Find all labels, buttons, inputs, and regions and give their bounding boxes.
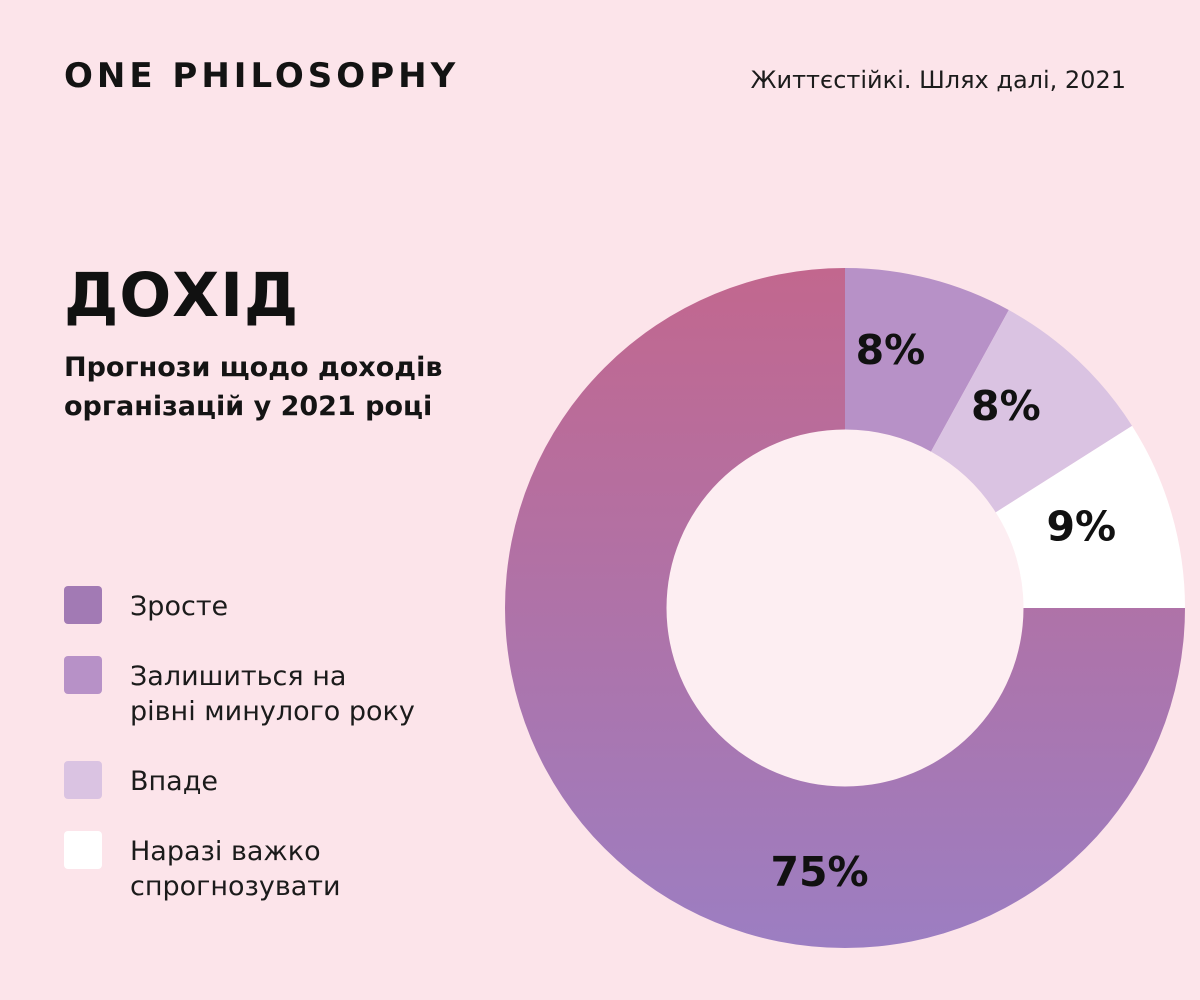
legend-swatch-unknown bbox=[64, 831, 102, 870]
donut-slice-2 bbox=[930, 310, 1133, 513]
donut-slice-4 bbox=[505, 268, 1185, 948]
legend-label-grow: Зросте bbox=[130, 591, 229, 622]
donut-chart: 8% 8% 9% 75% bbox=[500, 263, 1190, 953]
donut-chart-svg: 8% 8% 9% 75% bbox=[505, 268, 1185, 948]
source-caption: Життєстійкі. Шлях далі, 2021 bbox=[750, 66, 1126, 94]
legend-swatch-grow bbox=[64, 586, 102, 624]
legend-swatch-fall bbox=[64, 761, 102, 800]
slice-value-label-3: 9% bbox=[1046, 503, 1116, 551]
legend-item-fall: Впаде bbox=[64, 761, 420, 800]
chart-subtitle-line-2: організацій у 2021 році bbox=[64, 391, 433, 423]
legend-item-unknown: Наразі важко спрогнозувати bbox=[64, 831, 420, 904]
legend: Зросте Залишиться на рівні минулого року… bbox=[64, 586, 420, 905]
donut-slice-1 bbox=[845, 268, 1009, 452]
slice-value-label-2: 8% bbox=[971, 382, 1041, 430]
slice-value-label-4: 75% bbox=[771, 848, 869, 896]
donut-hole bbox=[666, 429, 1024, 787]
chart-subtitle-line-1: Прогнози щодо доходів bbox=[64, 352, 443, 383]
donut-slice-3 bbox=[995, 425, 1185, 608]
legend-swatch-same bbox=[64, 656, 102, 695]
legend-item-same: Залишиться на рівні минулого року bbox=[64, 656, 420, 729]
legend-label-fall: Впаде bbox=[130, 766, 219, 798]
brand-logo: ONE PHILOSOPHY bbox=[64, 56, 460, 96]
chart-subtitle: Прогнози щодо доходів організацій у 2021… bbox=[64, 348, 442, 426]
slice-value-label-1: 8% bbox=[856, 326, 926, 374]
page-title: ДОХІД bbox=[64, 260, 300, 331]
legend-label-unknown: Наразі важко спрогнозувати bbox=[130, 836, 341, 903]
legend-label-same: Залишиться на рівні минулого року bbox=[130, 661, 415, 728]
legend-item-grow: Зросте bbox=[64, 586, 420, 624]
